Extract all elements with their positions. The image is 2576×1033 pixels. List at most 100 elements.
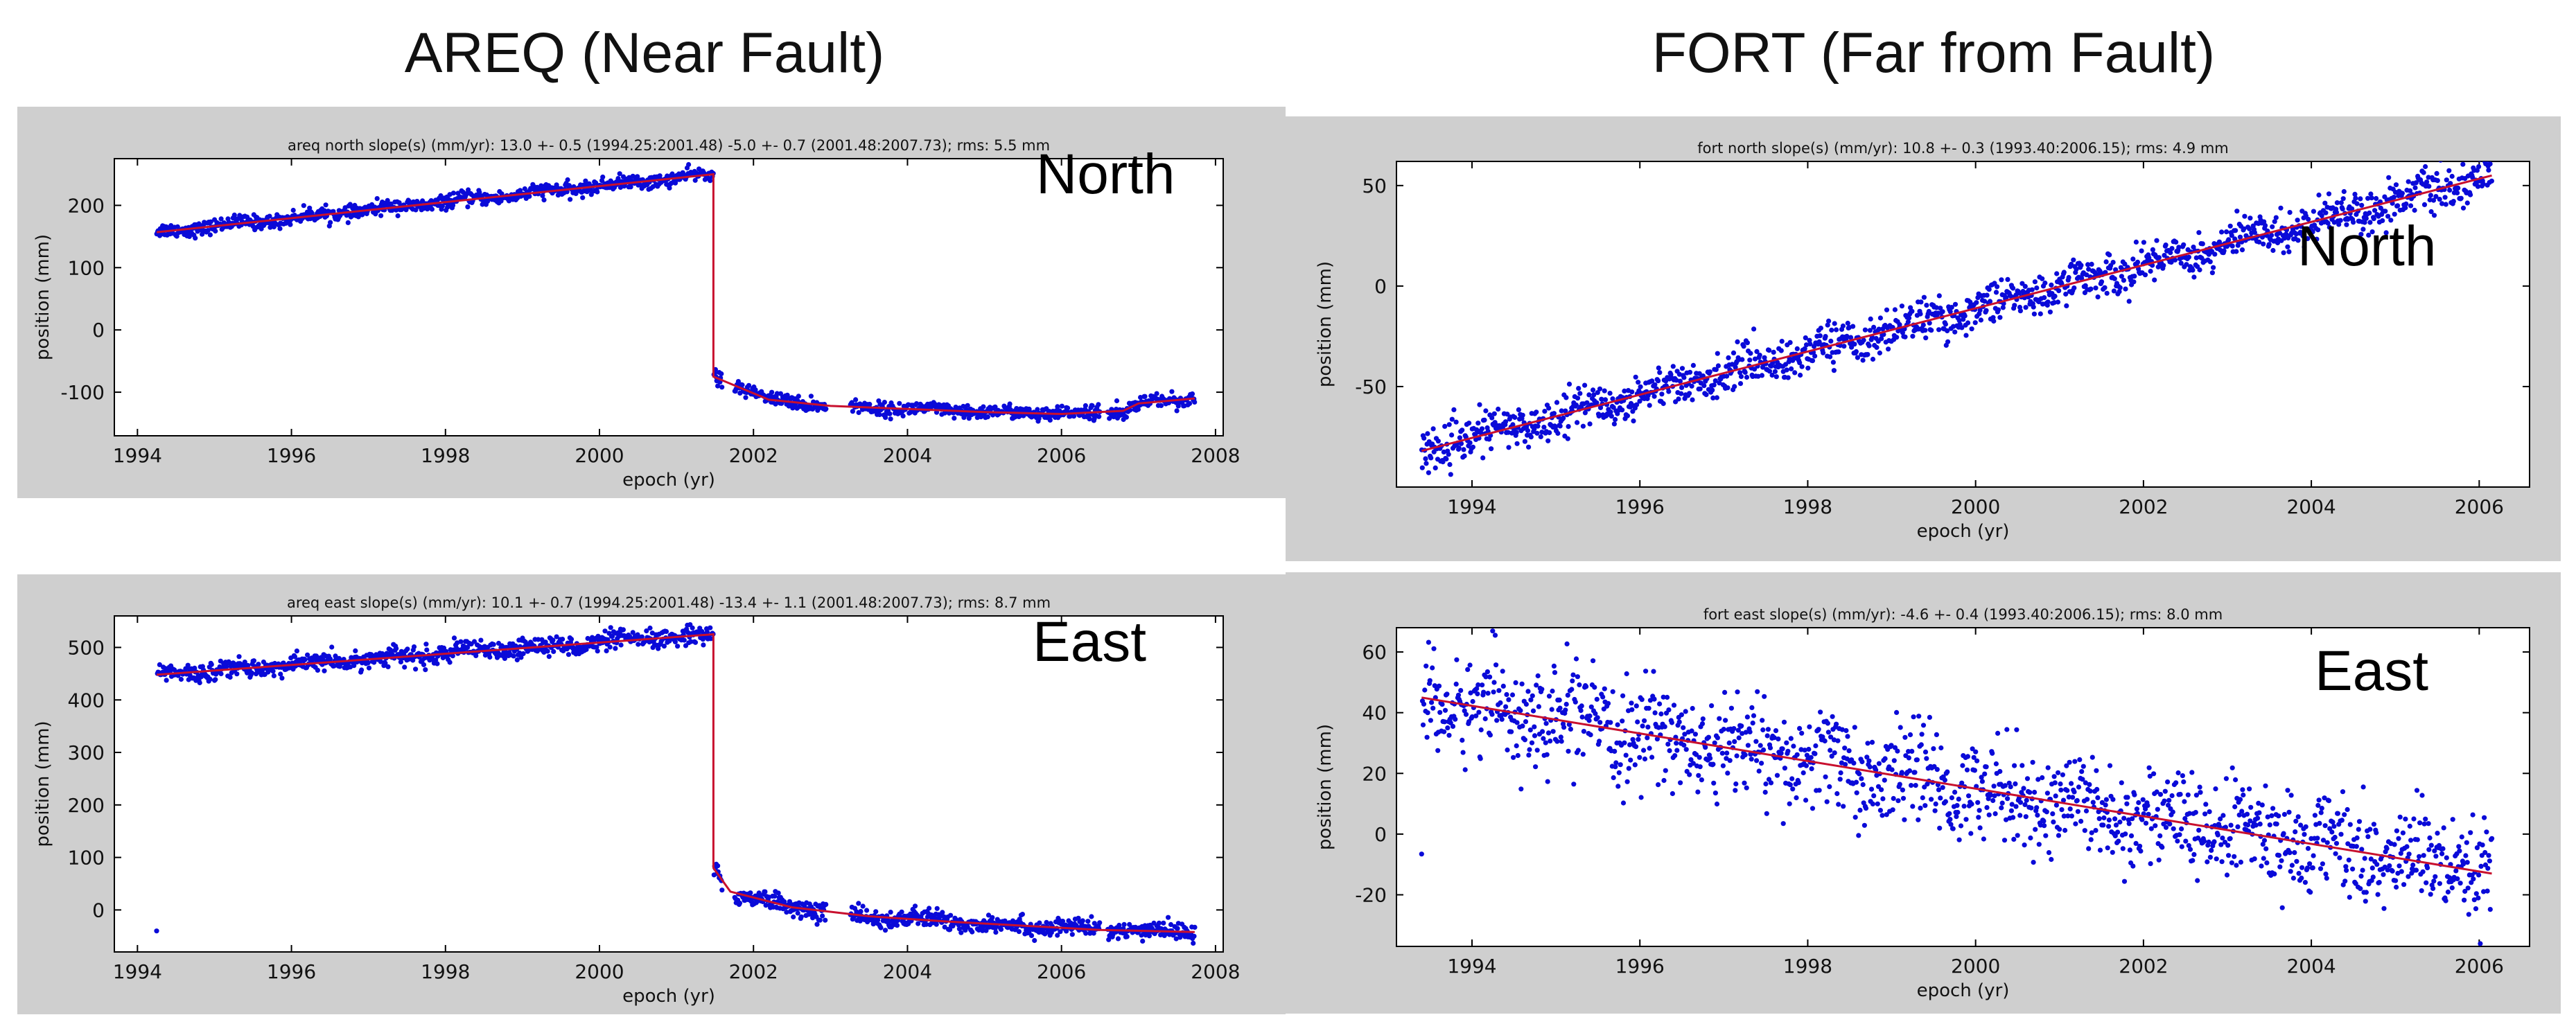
data-point: [1848, 335, 1854, 340]
data-point: [1611, 775, 1616, 781]
data-point: [1669, 720, 1674, 725]
data-point: [1891, 795, 1896, 802]
data-point: [1773, 728, 1779, 734]
data-point: [1810, 806, 1816, 811]
data-point: [1828, 748, 1833, 753]
data-point: [1460, 427, 1465, 433]
data-point: [2455, 185, 2461, 191]
x-tick-label: 2002: [729, 444, 778, 467]
data-point: [1523, 719, 1529, 725]
data-point: [2042, 280, 2048, 286]
data-point: [1959, 780, 1965, 786]
data-point: [1500, 683, 1506, 689]
data-point: [753, 387, 758, 393]
data-point: [1849, 344, 1855, 350]
data-point: [1790, 786, 1796, 792]
data-point: [2017, 308, 2023, 314]
data-point: [1894, 335, 1900, 340]
y-axis-label: position (mm): [33, 234, 53, 360]
data-point: [1706, 734, 1711, 740]
data-point: [1514, 720, 1520, 725]
data-point: [2475, 184, 2481, 189]
y-tick-label: 500: [68, 636, 105, 659]
data-point: [433, 657, 439, 663]
data-point: [1135, 407, 1141, 412]
data-point: [2150, 247, 2155, 252]
data-point: [628, 184, 633, 190]
data-point: [560, 637, 566, 642]
data-point: [985, 414, 990, 420]
data-point: [1540, 729, 1545, 734]
data-point: [1682, 732, 1688, 737]
data-point: [1529, 740, 1535, 745]
data-point: [1868, 786, 1875, 792]
data-point: [1899, 770, 1904, 775]
data-point: [175, 673, 181, 678]
data-point: [810, 915, 816, 921]
data-point: [1624, 779, 1630, 784]
data-point: [1924, 756, 1929, 761]
data-point: [2369, 195, 2374, 201]
data-point: [2234, 209, 2240, 214]
data-point: [2069, 261, 2074, 267]
data-point: [1681, 725, 1686, 730]
data-point: [1044, 919, 1049, 925]
data-point: [1910, 804, 1916, 809]
y-tick-label: 0: [1374, 823, 1387, 846]
data-point: [1526, 444, 1532, 450]
data-point: [2327, 224, 2332, 230]
data-point: [2449, 173, 2455, 179]
data-point: [2427, 197, 2433, 203]
data-point: [1916, 714, 1922, 719]
data-point: [2358, 196, 2363, 202]
data-point: [2123, 286, 2128, 292]
data-point: [1552, 670, 1558, 676]
data-point: [1442, 707, 1448, 713]
data-point: [1768, 780, 1774, 786]
data-point: [1609, 414, 1614, 419]
data-point: [157, 662, 162, 667]
data-point: [1620, 800, 1627, 806]
data-point: [1959, 325, 1965, 330]
data-point: [1494, 718, 1500, 723]
fort-north-panel: fort north slope(s) (mm/yr): 10.8 +- 0.3…: [1286, 116, 2561, 561]
data-point: [402, 664, 408, 670]
data-point: [2305, 236, 2311, 241]
data-point: [1828, 338, 1834, 344]
data-point: [1638, 795, 1644, 800]
data-point: [1504, 691, 1509, 698]
data-point: [1840, 323, 1846, 329]
x-tick-label: 1996: [1615, 495, 1665, 518]
data-point: [2016, 290, 2022, 296]
data-point: [1564, 641, 1570, 646]
data-point: [2040, 276, 2045, 281]
data-point: [1708, 755, 1713, 761]
data-point: [1428, 455, 1434, 461]
data-point: [1641, 748, 1647, 753]
data-point: [795, 910, 800, 916]
data-point: [205, 228, 211, 233]
data-point: [378, 659, 384, 664]
data-point: [882, 400, 887, 405]
data-point: [784, 910, 789, 915]
data-point: [1527, 727, 1533, 733]
data-point: [965, 403, 970, 408]
data-point: [1666, 707, 1672, 713]
data-point: [1789, 776, 1795, 782]
data-point: [1651, 669, 1656, 674]
data-point: [1785, 748, 1791, 754]
data-point: [1485, 691, 1491, 696]
data-point: [1958, 823, 1964, 829]
data-point: [1688, 757, 1694, 763]
data-point: [2161, 263, 2166, 268]
data-point: [520, 651, 526, 657]
data-point: [1146, 933, 1152, 939]
data-point: [1784, 740, 1789, 745]
data-point: [2431, 213, 2437, 218]
data-point: [1432, 465, 1438, 470]
data-point: [1754, 758, 1760, 763]
data-point: [2131, 279, 2137, 285]
data-point: [1016, 929, 1022, 935]
data-point: [1805, 365, 1811, 371]
data-point: [1920, 795, 1925, 801]
